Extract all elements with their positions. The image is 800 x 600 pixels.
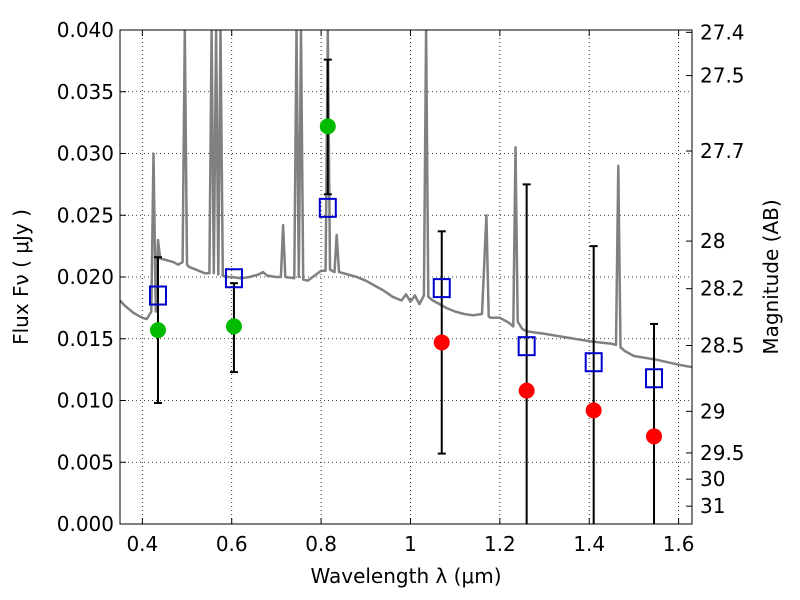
y-axis-label: Flux Fν ( μJy ) [9,209,33,345]
x-tick-label: 1.2 [484,532,516,556]
right-tick-label: 29 [700,399,725,423]
model-box [645,368,664,389]
upper-limit-point [433,334,450,351]
detection-point [319,118,336,135]
y-tick-label: 0.025 [57,203,114,227]
x-tick-label: 1.6 [663,532,695,556]
right-tick-label: 27.7 [700,139,745,163]
model-box [432,278,451,299]
model-box [148,285,167,306]
detection-point [225,318,242,335]
x-axis-label: Wavelength λ (μm) [310,564,501,588]
y-tick-label: 0.035 [57,80,114,104]
plot-area [120,30,692,524]
y-tick-label: 0.030 [57,142,114,166]
right-tick-label: 28 [700,229,725,253]
model-box [517,336,536,357]
y-tick-label: 0.020 [57,265,114,289]
x-tick-label: 0.4 [126,532,158,556]
detection-point [149,322,166,339]
ticks: 0.4 0.6 0.8 1 1.2 1.4 1.6 0.000 0.005 0.010 0.015 0… [57,18,745,556]
x-tick-label: 1.4 [573,532,605,556]
y-tick-label: 0.040 [57,18,114,42]
right-tick-label: 27.5 [700,64,745,88]
upper-limit-point [646,428,663,445]
right-tick-label: 29.5 [700,441,745,465]
right-tick-label: 31 [700,494,725,518]
x-tick-label: 0.6 [216,532,248,556]
y-tick-label: 0.010 [57,389,114,413]
upper-limit-point [518,382,535,399]
model-box [224,268,243,289]
spectrum-line [120,30,692,369]
y-tick-label: 0.005 [57,450,114,474]
x-tick-label: 1 [404,532,417,556]
right-axis-label: Magnitude (AB) [759,199,783,354]
right-tick-label: 30 [700,467,725,491]
model-box [318,197,337,218]
model-box [584,352,603,373]
plot-series [120,30,692,524]
right-tick-label: 28.5 [700,333,745,357]
x-tick-label: 0.8 [305,532,337,556]
y-tick-label: 0.000 [57,512,114,536]
right-tick-label: 27.4 [700,20,745,44]
right-tick-label: 28.2 [700,277,745,301]
y-tick-label: 0.015 [57,327,114,351]
upper-limit-point [585,402,602,419]
